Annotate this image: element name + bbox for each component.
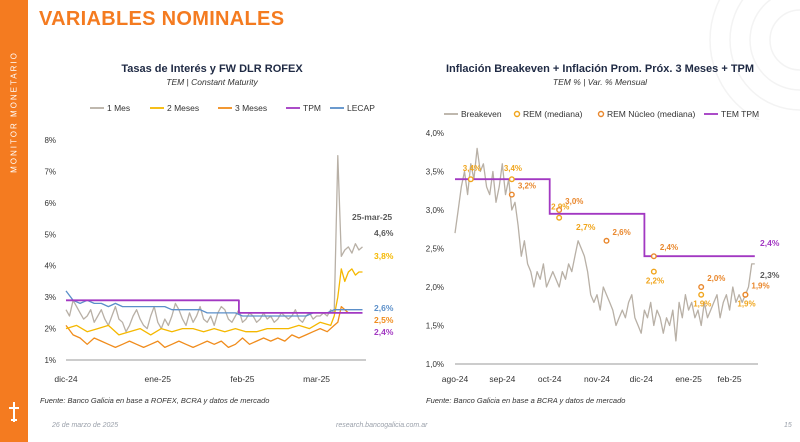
chart1-source: Fuente: Banco Galicia en base a ROFEX, B… <box>40 396 269 405</box>
chart1-ytick-label: 7% <box>44 167 56 176</box>
chart2-point-label: 2,0% <box>707 274 725 283</box>
chart1-series-tpm <box>66 299 363 314</box>
chart2-legend: Breakeven REM (mediana) REM Núcleo (median… <box>444 109 759 119</box>
chart2-point-label: 2,6% <box>613 228 631 237</box>
chart1-annotation: 2,5% <box>374 315 394 325</box>
chart2-ytick-label: 1,5% <box>426 322 444 331</box>
chart2-ytick-label: 3,5% <box>426 168 444 177</box>
chart2-point-label: 2,2% <box>646 277 664 286</box>
chart1-legend-lecap: LECAP <box>347 103 375 113</box>
chart1-ytick-label: 1% <box>44 356 56 365</box>
chart2-xtick-label: dic-24 <box>630 374 653 384</box>
chart2-point-rem-mediana <box>556 214 563 221</box>
chart2-legend-tem-tpm: TEM TPM <box>721 109 759 119</box>
chart1-annotation: 3,8% <box>374 251 394 261</box>
chart2-point-label: 1,9% <box>751 282 769 291</box>
chart1-annotation: 4,6% <box>374 228 394 238</box>
chart2-ytick-label: 1,0% <box>426 360 444 369</box>
chart2-xtick-label: sep-24 <box>489 374 515 384</box>
cross-logo-icon <box>9 402 19 422</box>
chart1-xtick-label: mar-25 <box>303 374 330 384</box>
chart2-legend-swatch <box>513 110 521 118</box>
chart2-source: Fuente: Banco Galicia en base a BCRA y d… <box>426 396 625 405</box>
chart2-point-label: 3,4% <box>504 164 522 173</box>
chart1-legend: 1 Mes 2 Meses 3 Meses TPM LECAP <box>90 103 375 113</box>
chart1-ytick-label: 6% <box>44 199 56 208</box>
chart1-xtick-label: dic-24 <box>54 374 77 384</box>
page-title: VARIABLES NOMINALES <box>39 8 285 30</box>
chart1-legend-tpm: TPM <box>303 103 321 113</box>
chart2-series-tem-tpm <box>455 178 755 258</box>
chart2-legend-swatch <box>597 110 605 118</box>
chart1-ytick-label: 3% <box>44 293 56 302</box>
chart1-ytick-label: 5% <box>44 230 56 239</box>
chart2-point-rem-mediana <box>467 176 474 183</box>
chart1-ytick-label: 4% <box>44 262 56 271</box>
decorative-rings-icon <box>709 0 800 120</box>
chart2-point-label: 3,4% <box>463 164 481 173</box>
chart1-title: Tasas de Interés y FW DLR ROFEX <box>121 63 303 75</box>
chart2-point-rem-nucleo-mediana <box>650 253 657 260</box>
chart1-legend-3-meses: 3 Meses <box>235 103 267 113</box>
chart1-series-1-mes <box>65 155 363 333</box>
chart2-point-rem-mediana <box>698 291 705 298</box>
chart2-annotation: 2,3% <box>760 270 780 280</box>
chart2-point-label: 3,2% <box>518 182 536 191</box>
chart2-point-rem-nucleo-mediana <box>556 206 563 213</box>
chart1-ytick-label: 8% <box>44 136 56 145</box>
chart2-point-rem-mediana <box>508 176 515 183</box>
footer-page-number: 15 <box>784 422 792 429</box>
chart1-legend-2-meses: 2 Meses <box>167 103 199 113</box>
chart2-series-breakeven <box>454 147 755 342</box>
chart2-xtick-label: nov-24 <box>584 374 610 384</box>
chart1-axes: 1% 2% 3% 4% 5% 6% 7% 8% dic-24 ene-25 feb-25 mar-25 <box>44 136 366 384</box>
chart2-axes: 1,0% 1,5% 2,0% 2,5% 3,0% 3,5% 4,0% ago-24 sep-24… <box>426 129 758 384</box>
chart2-series: 3,4% 3,4% 2,9% 2,2% 1,9% 1,9% 3,2% 3,0% 2,6% 2,4%… <box>454 147 770 342</box>
chart1-annotations: 25-mar-25 4,6% 3,8% 2,6% 2,5% 2,4% <box>352 212 394 337</box>
chart2-ytick-label: 2,0% <box>426 283 444 292</box>
footer-date: 26 de marzo de 2025 <box>52 422 119 429</box>
chart2-legend-rem-nucleo: REM Núcleo (mediana) <box>607 109 696 119</box>
chart2-legend-rem: REM (mediana) <box>523 109 583 119</box>
chart2-point-label: 3,0% <box>565 197 583 206</box>
chart2-ytick-label: 3,0% <box>426 206 444 215</box>
chart2-xtick-label: feb-25 <box>718 374 742 384</box>
chart1-subtitle: TEM | Constant Maturity <box>166 77 258 87</box>
chart2-annotation: 2,4% <box>760 238 780 248</box>
chart2-title: Inflación Breakeven + Inflación Prom. Pr… <box>446 63 754 75</box>
chart2-point-rem-nucleo-mediana <box>603 237 610 244</box>
chart2-xtick-label: ago-24 <box>442 374 469 384</box>
chart2-subtitle: TEM % | Var. % Mensual <box>553 77 648 87</box>
chart2-point-label: 1,9% <box>693 300 711 309</box>
chart1-series <box>65 155 363 349</box>
chart1-annotation: 2,4% <box>374 327 394 337</box>
chart2-point-rem-nucleo-mediana <box>698 284 705 291</box>
chart2-point-rem-nucleo-mediana <box>742 291 749 298</box>
chart2-point-rem-mediana <box>650 268 657 275</box>
chart2-xtick-label: ene-25 <box>675 374 702 384</box>
chart2-ytick-label: 2,5% <box>426 245 444 254</box>
chart2-ytick-label: 4,0% <box>426 129 444 138</box>
chart2-point-label: 1,9% <box>737 300 755 309</box>
chart2-xtick-label: oct-24 <box>538 374 562 384</box>
chart2-annotation: 2,7% <box>576 222 596 232</box>
chart1-xtick-label: ene-25 <box>145 374 172 384</box>
chart1-annotation: 25-mar-25 <box>352 212 392 222</box>
chart2-point-label: 2,9% <box>551 203 569 212</box>
chart2-annotations: 2,7% 2,4% 2,3% <box>576 222 780 280</box>
chart1-series-2-meses <box>65 268 363 336</box>
chart1-series-3-meses <box>65 305 363 349</box>
chart1-legend-1-mes: 1 Mes <box>107 103 130 113</box>
chart1-annotation: 2,6% <box>374 303 394 313</box>
chart2-point-label: 2,4% <box>660 243 678 252</box>
sidebar: MONITOR MONETARIO <box>0 0 28 442</box>
chart2-point-rem-nucleo-mediana <box>508 191 515 198</box>
chart1-ytick-label: 2% <box>44 325 56 334</box>
footer-url[interactable]: research.bancogalicia.com.ar <box>336 422 428 429</box>
chart2-legend-breakeven: Breakeven <box>461 109 502 119</box>
chart1-xtick-label: feb-25 <box>230 374 254 384</box>
